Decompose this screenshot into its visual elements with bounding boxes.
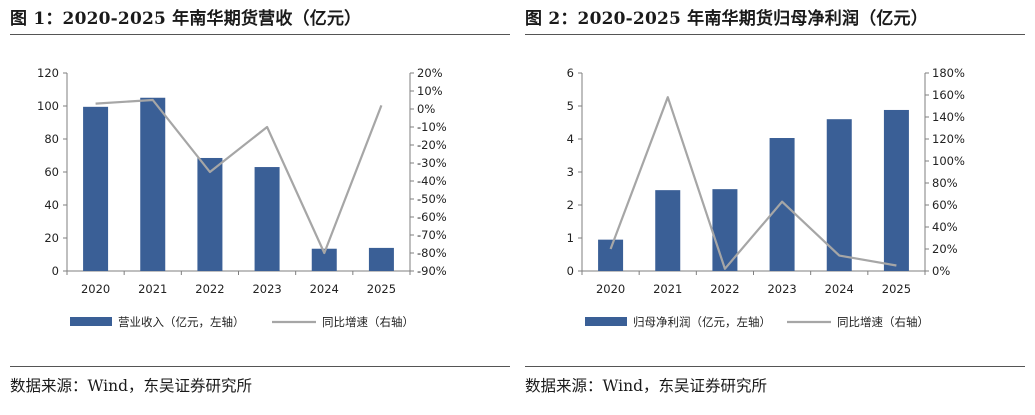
bar [311, 248, 337, 271]
right-tick-label: 10% [417, 84, 443, 98]
right-tick-label: -80% [417, 246, 447, 260]
left-tick-label: 2 [567, 198, 574, 212]
right-tick-label: 180% [932, 66, 965, 80]
right-tick-label: 20% [932, 242, 958, 256]
right-tick-label: -20% [417, 138, 447, 152]
x-tick-label: 2024 [825, 282, 854, 296]
legend-bar-swatch [585, 317, 627, 326]
bar [826, 119, 852, 271]
left-tick-label: 80 [44, 132, 59, 146]
chart-panel-net-profit: 图 2：2020-2025 年南华期货归母净利润（亿元） 0 1 2 3 4 5 6 0% 20… [525, 0, 1025, 415]
right-tick-label: 100% [932, 154, 965, 168]
legend-line-label: 同比增速（右轴） [322, 315, 414, 329]
left-tick-label: 20 [44, 231, 59, 245]
left-tick-label: 0 [567, 264, 574, 278]
left-tick-label: 3 [567, 165, 574, 179]
bar [83, 106, 109, 271]
right-tick-label: 80% [932, 176, 958, 190]
x-tick-label: 2023 [252, 282, 281, 296]
right-tick-label: 120% [932, 132, 965, 146]
x-tick-label: 2024 [310, 282, 339, 296]
title-divider [10, 34, 510, 35]
bar [655, 190, 681, 271]
bar [883, 109, 909, 272]
x-tick-label: 2025 [367, 282, 396, 296]
x-tick-label: 2021 [653, 282, 682, 296]
legend-bar-label: 归母净利润（亿元，左轴） [633, 315, 771, 329]
series-line [609, 96, 897, 270]
left-tick-label: 40 [44, 198, 59, 212]
right-tick-label: 140% [932, 110, 965, 124]
source-note: 数据来源：Wind，东吴证券研究所 [10, 377, 253, 395]
chart-panel-revenue: 图 1：2020-2025 年南华期货营收（亿元） 0 20 40 60 80 100 12… [10, 0, 510, 415]
bar [368, 247, 394, 271]
right-tick-label: -70% [417, 228, 447, 242]
left-tick-label: 100 [37, 99, 59, 113]
right-tick-label: 0% [417, 102, 435, 116]
x-tick-label: 2022 [195, 282, 224, 296]
x-tick-label: 2021 [138, 282, 167, 296]
x-tick-label: 2023 [767, 282, 796, 296]
bar [140, 97, 166, 271]
title-divider [525, 34, 1025, 35]
bar [254, 167, 280, 271]
left-tick-label: 6 [567, 66, 574, 80]
left-tick-label: 60 [44, 165, 59, 179]
revenue-chart: 0 20 40 60 80 100 120 -90% -80% -70% -60% -50% -40% -… [37, 66, 447, 329]
net-profit-chart: 01234560%20%40%60%80%100%120%140%160%180… [567, 66, 965, 329]
source-note: 数据来源：Wind，东吴证券研究所 [525, 377, 768, 395]
right-tick-label: 20% [417, 66, 443, 80]
right-tick-label: -60% [417, 210, 447, 224]
chart-title: 图 2：2020-2025 年南华期货归母净利润（亿元） [525, 9, 928, 29]
left-tick-label: 1 [567, 231, 574, 245]
x-tick-label: 2025 [882, 282, 911, 296]
right-tick-label: 160% [932, 88, 965, 102]
source-divider [525, 366, 1025, 367]
source-divider [10, 366, 510, 367]
x-tick-label: 2022 [710, 282, 739, 296]
right-tick-label: 40% [932, 220, 958, 234]
right-tick-label: -40% [417, 174, 447, 188]
right-tick-label: -30% [417, 156, 447, 170]
left-tick-label: 120 [37, 66, 59, 80]
right-tick-label: -90% [417, 264, 447, 278]
legend-line-label: 同比增速（右轴） [837, 315, 929, 329]
bar [598, 239, 624, 271]
bar [197, 157, 223, 271]
x-tick-label: 2020 [81, 282, 110, 296]
left-tick-label: 5 [567, 99, 574, 113]
right-tick-label: 0% [932, 264, 950, 278]
legend-bar-swatch [70, 317, 112, 326]
right-tick-label: 60% [932, 198, 958, 212]
right-tick-label: -50% [417, 192, 447, 206]
legend-bar-label: 营业收入（亿元，左轴） [118, 315, 245, 329]
left-tick-label: 4 [567, 132, 574, 146]
left-tick-label: 0 [52, 264, 59, 278]
right-tick-label: -10% [417, 120, 447, 134]
x-tick-label: 2020 [596, 282, 625, 296]
series-line [95, 98, 383, 255]
bar [769, 138, 795, 271]
chart-title: 图 1：2020-2025 年南华期货营收（亿元） [10, 9, 362, 29]
